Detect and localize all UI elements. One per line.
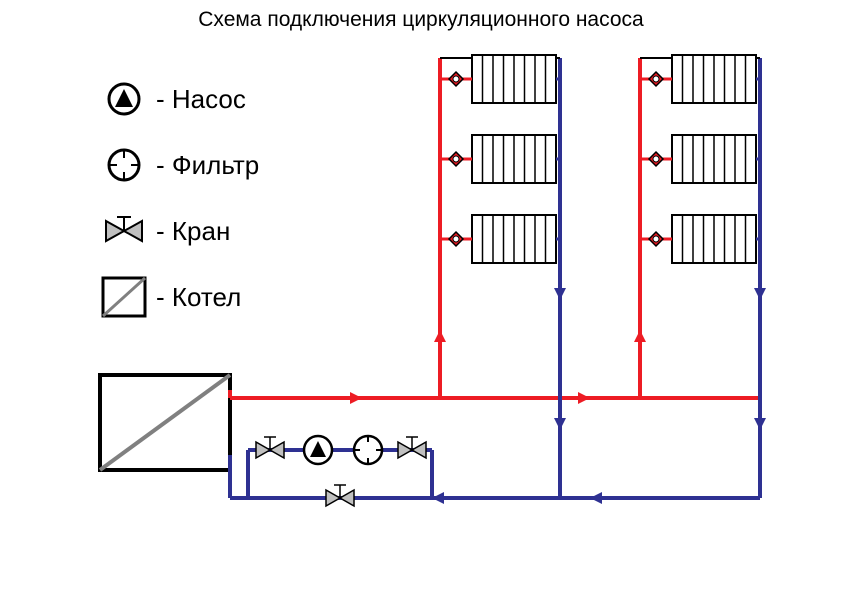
piping-diagram [0,0,842,595]
diagram-canvas: Схема подключения циркуляционного насоса… [0,0,842,595]
